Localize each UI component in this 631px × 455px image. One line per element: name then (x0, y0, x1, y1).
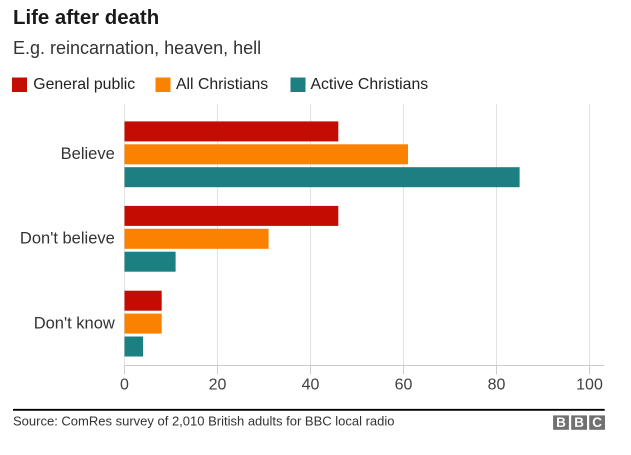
svg-text:General public: General public (33, 76, 135, 93)
svg-text:40: 40 (302, 377, 320, 394)
svg-text:Life after death: Life after death (13, 7, 159, 29)
svg-text:Believe: Believe (61, 145, 115, 163)
svg-text:60: 60 (395, 377, 413, 394)
svg-text:0: 0 (120, 377, 129, 394)
svg-text:20: 20 (209, 377, 227, 394)
svg-text:Source: ComRes survey of 2,010: Source: ComRes survey of 2,010 British a… (13, 413, 395, 428)
svg-text:80: 80 (488, 377, 506, 394)
svg-text:E.g. reincarnation, heaven, he: E.g. reincarnation, heaven, hell (13, 38, 261, 58)
svg-text:All Christians: All Christians (176, 76, 268, 93)
svg-text:Don't believe: Don't believe (20, 230, 115, 248)
svg-text:Don't know: Don't know (34, 314, 115, 332)
svg-text:100: 100 (576, 377, 603, 394)
svg-text:Active Christians: Active Christians (311, 76, 429, 93)
